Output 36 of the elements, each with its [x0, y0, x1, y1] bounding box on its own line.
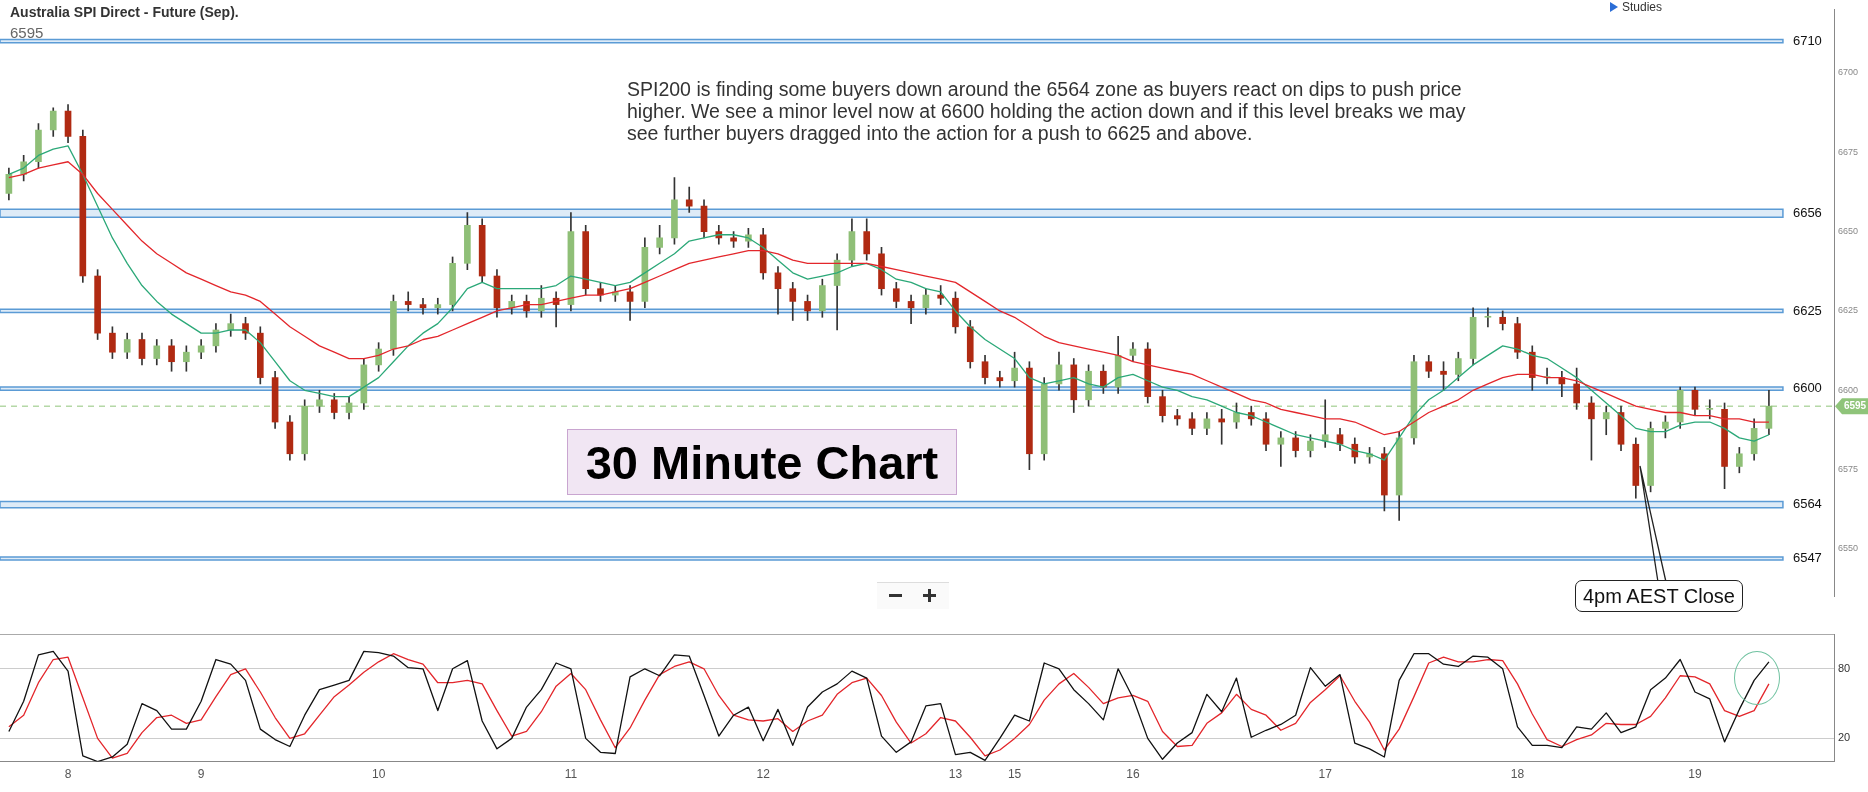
annotation: Studies [1622, 0, 1663, 14]
band-label: 6710 [1792, 32, 1822, 48]
candlestick [404, 291, 412, 312]
x-tick-label: 18 [1510, 767, 1525, 782]
band-label: 6564 [1792, 496, 1822, 512]
y-tick-label: 6675 [1838, 146, 1859, 157]
ref-line-label: 6595 [1843, 399, 1867, 411]
y-tick-label: 6600 [1838, 384, 1859, 395]
band-label: 6600 [1792, 380, 1822, 396]
candlestick [1484, 307, 1492, 328]
band-label: 6625 [1792, 302, 1822, 318]
x-tick-label: 8 [64, 767, 72, 782]
x-tick-label: 9 [197, 767, 205, 782]
x-tick-label: 17 [1318, 767, 1333, 782]
y-tick-label: 6625 [1838, 305, 1859, 316]
band-label: 6656 [1792, 204, 1822, 220]
y-tick-label: 80 [1838, 661, 1851, 674]
band-label: 6547 [1792, 550, 1822, 566]
x-tick-label: 11 [564, 767, 578, 782]
annotation: SPI200 is finding some buyers down around the 6564 zone as buyers react on dips to push price higher. We see a minor level now at 6600 holding the action down and if this level breaks we may see further buyers dragged into the action for a push to 6625 and above. [627, 78, 1467, 144]
chart-title: Australia SPI Direct - Future (Sep). [10, 4, 239, 20]
annotation: 4pm AEST Close [1575, 580, 1743, 612]
x-tick-label: 16 [1126, 767, 1140, 782]
x-tick-label: 12 [756, 767, 771, 782]
y-tick-label: 20 [1838, 731, 1851, 744]
annotation: 30 Minute Chart [567, 429, 957, 495]
x-tick-label: 15 [1007, 767, 1022, 782]
y-tick-label: 6575 [1838, 464, 1859, 475]
y-tick-label: 6650 [1838, 226, 1859, 237]
x-tick-label: 13 [948, 767, 963, 782]
y-tick-label: 6700 [1838, 67, 1859, 78]
x-tick-label: 19 [1688, 767, 1702, 782]
x-tick-label: 10 [371, 767, 386, 782]
text: 6595 [10, 24, 44, 41]
candlestick [1173, 409, 1181, 426]
y-tick-label: 6550 [1838, 543, 1859, 554]
